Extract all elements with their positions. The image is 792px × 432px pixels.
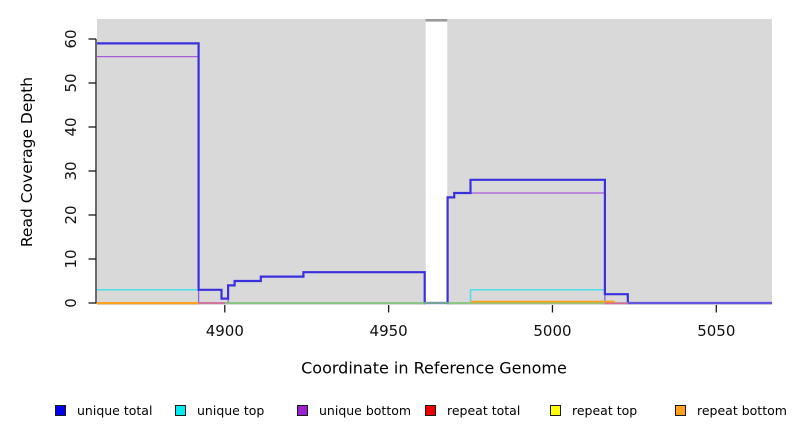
unique-total-swatch-icon xyxy=(55,404,66,416)
x-tick-label-5050: 5050 xyxy=(697,322,736,340)
x-tick-label-4950: 4950 xyxy=(369,322,408,340)
y-tick-label-40: 40 xyxy=(62,117,80,137)
legend-label: repeat bottom xyxy=(697,402,787,418)
repeat-bottom-swatch-icon xyxy=(675,404,686,416)
series-line-unique-total xyxy=(97,42,772,305)
unique-top-swatch-icon xyxy=(175,404,186,416)
y-axis-title: Read Coverage Depth xyxy=(18,76,36,248)
legend-label: unique bottom xyxy=(319,402,412,418)
legend: unique total unique top unique bottom re… xyxy=(0,399,792,423)
x-tick-label-4900: 4900 xyxy=(205,322,244,340)
legend-item-repeat-total: repeat total xyxy=(425,399,520,421)
masked-region-cap xyxy=(425,19,448,22)
legend-label: repeat top xyxy=(572,402,638,418)
x-axis-title: Coordinate in Reference Genome xyxy=(301,358,567,378)
legend-item-unique-total: unique total xyxy=(55,399,152,421)
y-tick-label-60: 60 xyxy=(62,29,80,49)
y-tick-label-50: 50 xyxy=(62,73,80,93)
unique-bottom-swatch-icon xyxy=(297,404,308,416)
y-tick-label-10: 10 xyxy=(62,249,80,269)
y-tick-label-30: 30 xyxy=(62,161,80,181)
y-tick-label-20: 20 xyxy=(62,205,80,225)
legend-item-repeat-bottom: repeat bottom xyxy=(675,399,787,421)
masked-region-band xyxy=(425,21,448,305)
legend-label: repeat total xyxy=(447,402,521,418)
legend-label: unique top xyxy=(197,402,265,418)
x-tick-label-5000: 5000 xyxy=(533,322,572,340)
legend-item-unique-top: unique top xyxy=(175,399,264,421)
legend-item-unique-bottom: unique bottom xyxy=(297,399,411,421)
legend-item-repeat-top: repeat top xyxy=(550,399,637,421)
y-tick-label-0: 0 xyxy=(62,298,80,308)
repeat-total-swatch-icon xyxy=(425,404,436,416)
legend-label: unique total xyxy=(77,402,153,418)
repeat-top-swatch-icon xyxy=(550,404,561,416)
